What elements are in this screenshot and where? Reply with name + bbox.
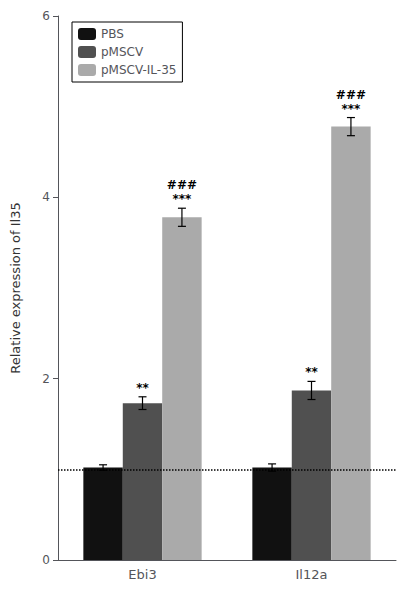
svg-text:**: ** xyxy=(305,365,318,379)
svg-text:**: ** xyxy=(136,381,149,395)
svg-text:0: 0 xyxy=(42,553,50,567)
svg-text:***: *** xyxy=(342,102,362,116)
svg-text:pMSCV-IL-35: pMSCV-IL-35 xyxy=(101,63,176,77)
svg-text:2: 2 xyxy=(42,372,50,386)
svg-text:***: *** xyxy=(173,192,193,206)
svg-text:PBS: PBS xyxy=(101,27,124,41)
svg-text:Il12a: Il12a xyxy=(296,567,328,582)
svg-text:Ebi3: Ebi3 xyxy=(128,567,156,582)
svg-text:4: 4 xyxy=(42,190,50,204)
svg-text:6: 6 xyxy=(42,9,50,23)
svg-text:Relative expression of Il35: Relative expression of Il35 xyxy=(8,202,23,373)
svg-text:###: ### xyxy=(336,88,366,102)
svg-text:pMSCV: pMSCV xyxy=(101,45,144,59)
svg-text:###: ### xyxy=(167,178,197,192)
